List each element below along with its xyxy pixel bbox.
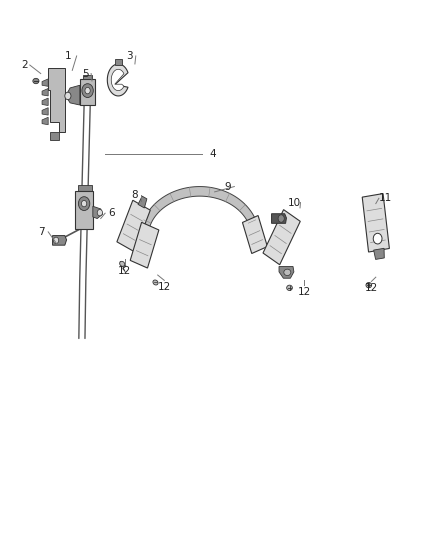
Polygon shape <box>107 64 128 96</box>
Polygon shape <box>53 236 67 245</box>
Ellipse shape <box>284 269 291 276</box>
Text: 8: 8 <box>131 190 138 199</box>
FancyBboxPatch shape <box>115 59 122 65</box>
Polygon shape <box>42 117 48 125</box>
FancyBboxPatch shape <box>362 193 389 252</box>
Polygon shape <box>120 261 126 272</box>
FancyBboxPatch shape <box>243 215 267 254</box>
Text: 9: 9 <box>224 182 231 191</box>
FancyBboxPatch shape <box>263 209 300 265</box>
Circle shape <box>53 237 59 244</box>
Circle shape <box>85 87 90 94</box>
FancyBboxPatch shape <box>130 222 159 268</box>
Circle shape <box>82 84 93 98</box>
FancyBboxPatch shape <box>117 200 150 252</box>
Text: 5: 5 <box>82 69 89 78</box>
Polygon shape <box>42 88 48 96</box>
Polygon shape <box>272 214 286 223</box>
Polygon shape <box>374 248 384 260</box>
Text: 2: 2 <box>21 60 28 70</box>
Polygon shape <box>66 85 80 105</box>
Text: 11: 11 <box>379 193 392 203</box>
Text: 12: 12 <box>158 282 171 292</box>
Text: 12: 12 <box>298 287 311 296</box>
Circle shape <box>278 215 284 222</box>
Text: 4: 4 <box>209 149 216 158</box>
Circle shape <box>81 200 87 207</box>
Polygon shape <box>93 206 102 219</box>
FancyBboxPatch shape <box>75 191 93 229</box>
Polygon shape <box>42 108 48 115</box>
Ellipse shape <box>33 78 39 84</box>
Polygon shape <box>138 196 147 208</box>
Text: 6: 6 <box>108 208 115 218</box>
Text: 12: 12 <box>118 266 131 276</box>
Text: 7: 7 <box>38 227 45 237</box>
FancyBboxPatch shape <box>50 132 59 140</box>
Polygon shape <box>140 187 259 237</box>
Text: 10: 10 <box>288 198 301 207</box>
Polygon shape <box>48 68 65 132</box>
Text: 3: 3 <box>126 51 133 61</box>
Polygon shape <box>111 69 124 91</box>
Text: 12: 12 <box>365 283 378 293</box>
Ellipse shape <box>287 285 293 290</box>
Circle shape <box>65 92 71 100</box>
Polygon shape <box>42 79 48 86</box>
Polygon shape <box>78 185 92 193</box>
Ellipse shape <box>120 261 125 266</box>
Circle shape <box>78 197 90 211</box>
FancyBboxPatch shape <box>80 79 95 105</box>
Ellipse shape <box>153 280 158 285</box>
Polygon shape <box>279 266 294 278</box>
Text: 1: 1 <box>64 51 71 61</box>
Circle shape <box>373 233 382 244</box>
Ellipse shape <box>366 282 371 288</box>
Polygon shape <box>42 98 48 106</box>
Circle shape <box>97 209 102 216</box>
Polygon shape <box>83 75 92 79</box>
